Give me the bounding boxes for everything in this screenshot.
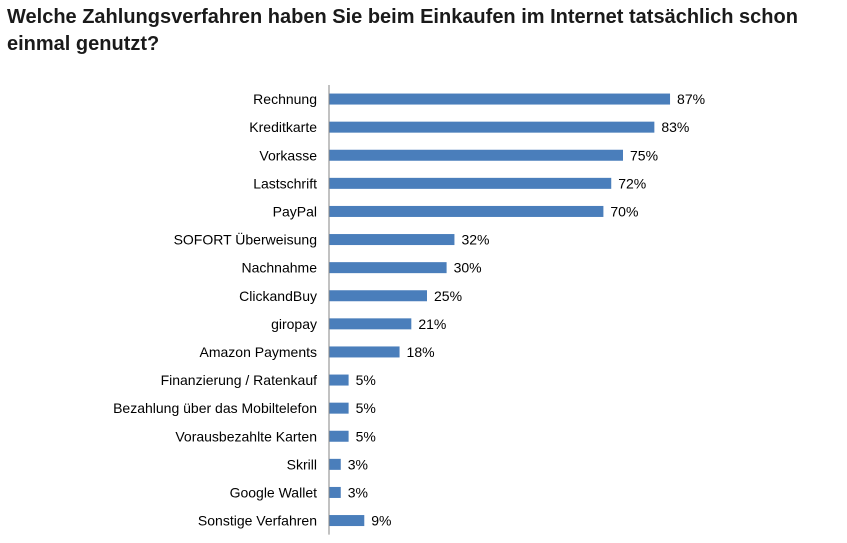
category-label: Vorausbezahlte Karten <box>175 428 317 444</box>
value-label: 3% <box>348 456 368 472</box>
bar <box>329 318 412 330</box>
value-label: 72% <box>618 175 646 191</box>
category-label: giropay <box>271 316 317 332</box>
bar <box>329 93 671 105</box>
category-label: Sonstige Verfahren <box>198 513 317 529</box>
bar <box>329 458 341 470</box>
bar <box>329 149 623 161</box>
category-label: Nachnahme <box>242 260 318 276</box>
value-label: 9% <box>371 513 391 529</box>
category-label: Bezahlung über das Mobiltelefon <box>113 400 317 416</box>
bar <box>329 262 447 274</box>
bar <box>329 121 655 133</box>
bar <box>329 374 349 386</box>
bar <box>329 177 612 189</box>
value-label: 32% <box>461 232 489 248</box>
category-label: PayPal <box>273 203 317 219</box>
category-label: Google Wallet <box>230 484 318 500</box>
bar <box>329 515 365 527</box>
value-label: 21% <box>418 316 446 332</box>
category-label: Amazon Payments <box>200 344 318 360</box>
value-label: 5% <box>356 372 376 388</box>
value-label: 87% <box>677 91 705 107</box>
category-label: Lastschrift <box>253 175 317 191</box>
value-label: 18% <box>407 344 435 360</box>
bar <box>329 290 427 302</box>
bars-group: Rechnung 87% Kreditkarte 83% Vorkasse 75% Last… <box>113 91 705 529</box>
value-label: 70% <box>610 203 638 219</box>
bar <box>329 205 604 217</box>
value-label: 3% <box>348 484 368 500</box>
category-label: Kreditkarte <box>249 119 317 135</box>
chart-title: Welche Zahlungsverfahren haben Sie beim … <box>7 6 798 55</box>
bar <box>329 486 341 498</box>
value-label: 30% <box>454 260 482 276</box>
category-label: Finanzierung / Ratenkauf <box>161 372 318 388</box>
bar <box>329 430 349 442</box>
value-label: 5% <box>356 400 376 416</box>
category-label: Vorkasse <box>259 147 317 163</box>
value-label: 25% <box>434 288 462 304</box>
category-label: Skrill <box>287 456 317 472</box>
category-label: ClickandBuy <box>239 288 317 304</box>
category-label: Rechnung <box>253 91 317 107</box>
bar <box>329 402 349 414</box>
bar <box>329 234 455 246</box>
bar <box>329 346 400 358</box>
value-label: 83% <box>661 119 689 135</box>
category-label: SOFORT Überweisung <box>174 231 317 248</box>
value-label: 5% <box>356 428 376 444</box>
value-label: 75% <box>630 147 658 163</box>
